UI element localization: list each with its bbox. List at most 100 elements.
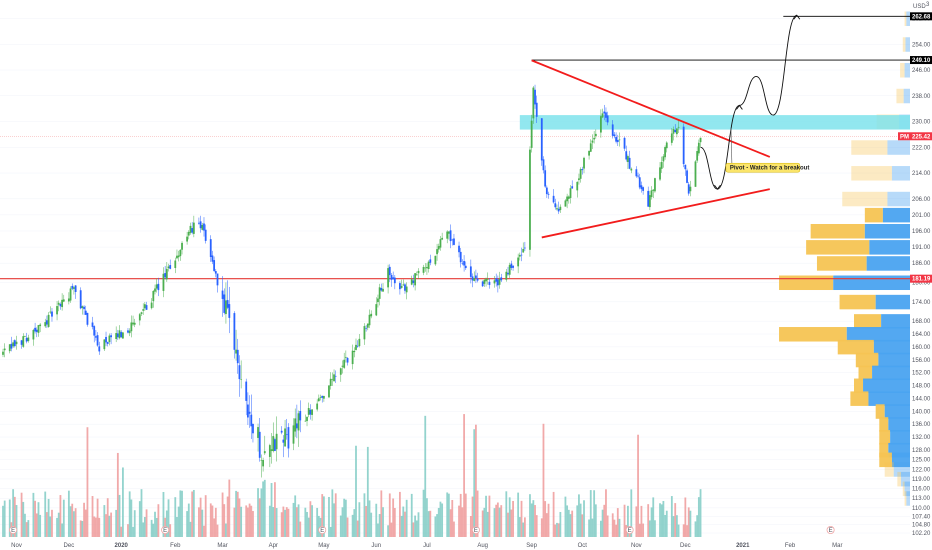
candle-body	[228, 304, 231, 318]
candle-body	[529, 149, 531, 250]
volume-bar	[434, 516, 437, 537]
volume-bar	[356, 520, 359, 537]
candle-body	[20, 340, 23, 345]
candle-body	[355, 344, 357, 350]
candle-body	[91, 322, 94, 327]
volume-bar	[682, 524, 685, 537]
volume-bar	[616, 508, 619, 537]
candle-body	[274, 439, 276, 451]
volume-bar	[292, 502, 295, 537]
candle-body	[654, 178, 656, 192]
candle-body	[434, 255, 437, 265]
volume-bar	[508, 497, 511, 537]
volume-bar	[647, 504, 650, 537]
candle-body	[647, 190, 650, 207]
volume-bar	[615, 524, 617, 537]
volume-bar	[216, 524, 219, 537]
candle-body	[579, 169, 582, 179]
volume-bar	[321, 494, 324, 537]
volume-bar	[46, 512, 48, 537]
volume-bar	[399, 491, 401, 537]
candle-body	[240, 379, 243, 380]
volume-bar	[613, 519, 616, 537]
triangle-upper-line	[531, 59, 771, 158]
candle-body	[459, 251, 462, 263]
volume-bar	[221, 492, 224, 537]
volume-bar	[258, 498, 261, 537]
volume-bar	[189, 521, 192, 537]
candle-body	[328, 385, 330, 398]
volume-bar	[510, 509, 513, 537]
currency-note: 3	[926, 2, 930, 8]
earnings-marker-label: E	[628, 528, 632, 534]
candle-body	[191, 228, 194, 233]
candle-body	[495, 278, 498, 282]
earnings-marker-circle	[9, 526, 18, 535]
volume-bar	[257, 488, 259, 537]
volume-bar	[627, 505, 629, 537]
volume-bar	[375, 503, 378, 537]
candle-body	[71, 285, 74, 289]
candle-body	[62, 299, 65, 302]
candle-body	[105, 336, 107, 343]
candle-body	[687, 184, 690, 194]
volume-bar	[481, 510, 484, 537]
candle-body	[145, 305, 148, 310]
candle-body	[387, 268, 389, 288]
volume-bar	[415, 520, 418, 537]
volume-bar	[94, 517, 97, 537]
candle-body	[473, 277, 476, 281]
price-tick-label: 128.00	[912, 448, 931, 454]
candle-body	[696, 151, 699, 161]
candle-body	[483, 279, 486, 284]
volume-bar	[150, 519, 153, 537]
candle-body	[25, 337, 28, 342]
volume-profile-down	[846, 327, 910, 342]
candle-body	[245, 381, 248, 401]
volume-profile-up	[842, 191, 888, 207]
candle-body	[530, 120, 533, 148]
candle-body	[557, 208, 560, 212]
volume-bar	[344, 499, 347, 537]
candle-body	[542, 159, 545, 171]
candle-body	[593, 137, 596, 140]
volume-bar	[540, 518, 543, 537]
price-tick-label: 214.00	[912, 171, 931, 177]
candle-body	[392, 277, 395, 280]
volume-bar	[252, 511, 254, 537]
volume-bar	[427, 511, 430, 537]
volume-bar	[103, 505, 106, 537]
price-tick-label: 164.00	[912, 332, 931, 338]
candle-body	[496, 279, 499, 286]
earnings-marker-label: E	[11, 528, 15, 534]
candle-body	[486, 279, 489, 281]
price-tick-label: 180.00	[912, 281, 931, 287]
candle-body	[115, 333, 118, 340]
volume-bar	[201, 509, 204, 537]
candle-body	[599, 116, 602, 133]
volume-bar	[689, 510, 692, 537]
volume-profile-down	[893, 462, 910, 477]
candle-body	[79, 290, 82, 309]
volume-bar	[530, 503, 533, 537]
candle-body	[295, 423, 298, 429]
candle-body	[464, 265, 467, 269]
earnings-marker-circle	[471, 526, 480, 535]
candle-body	[216, 273, 219, 286]
price-tags: 262.68 249.10 PM 225.42 181.19	[898, 12, 932, 283]
candle-body	[223, 294, 226, 313]
volume-bar	[554, 524, 557, 537]
candle-body	[640, 185, 643, 190]
projection-arrowhead	[793, 14, 801, 20]
volume-bar	[606, 515, 609, 537]
volume-bar	[544, 501, 547, 537]
candle-body	[319, 397, 322, 398]
volume-profile-down	[882, 207, 910, 223]
volume-profile-up	[904, 491, 907, 506]
volume-bar	[654, 520, 656, 537]
volume-bar	[316, 507, 319, 537]
volume-profile-down	[863, 378, 910, 394]
time-axis-bg	[0, 538, 932, 550]
candle-body	[177, 255, 180, 258]
